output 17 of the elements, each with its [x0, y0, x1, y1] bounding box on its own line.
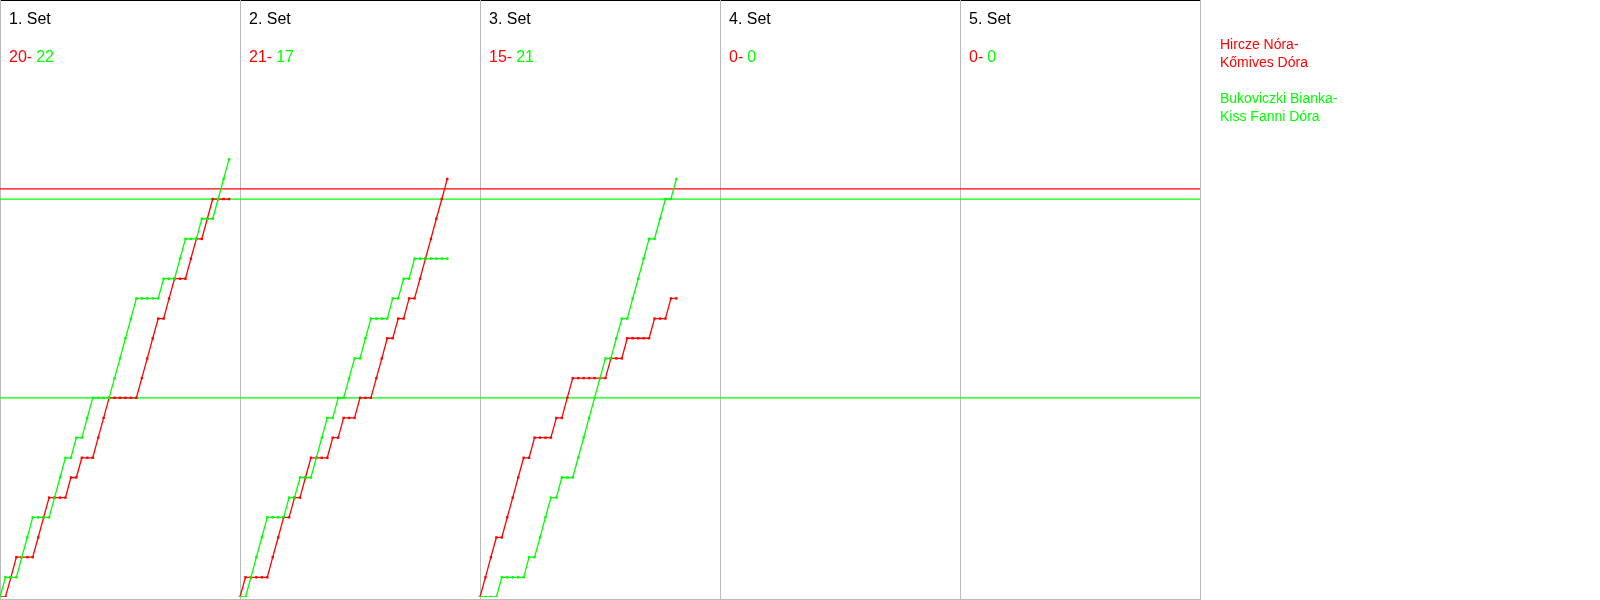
text: 0- [969, 48, 984, 65]
text: 17 [276, 48, 294, 65]
text: 22 [36, 48, 54, 65]
text: 4. Set [729, 10, 771, 28]
text: 0- [729, 48, 744, 65]
text: Hircze Nóra-Kőmives Dóra [1220, 35, 1309, 71]
text: 20- [9, 48, 33, 65]
text: 21 [516, 48, 534, 65]
text: 21- [249, 48, 273, 65]
text: 1. Set [9, 10, 52, 28]
text: Bukoviczki Bianka-Kiss Fanni Dóra [1220, 89, 1339, 125]
text: 5. Set [969, 10, 1011, 28]
text: 0 [747, 48, 757, 65]
text: 3. Set [489, 10, 532, 28]
text: 2. Set [249, 10, 292, 28]
text: 15- [489, 48, 513, 65]
text: 0 [987, 48, 997, 65]
